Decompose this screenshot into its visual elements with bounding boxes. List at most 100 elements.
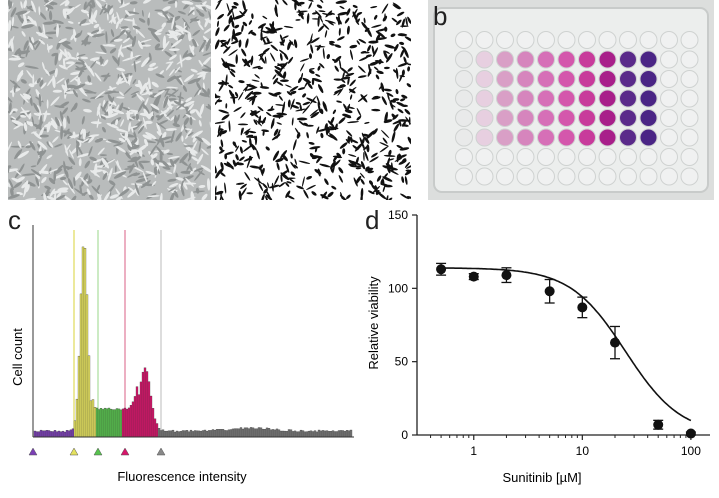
cell-mask-shape [277, 63, 285, 69]
cell-mask-shape [347, 67, 353, 72]
cell-shape [175, 76, 183, 86]
cell-shape [54, 173, 65, 179]
cell-shape [189, 44, 195, 56]
cell-mask-shape [316, 44, 321, 51]
well [578, 70, 596, 88]
cell-shape [187, 9, 195, 16]
cell-shape [39, 149, 47, 158]
cell-shape [119, 29, 126, 36]
cell-mask-shape [225, 103, 228, 109]
cell-shape [23, 10, 31, 16]
cell-mask-shape [298, 120, 305, 126]
cell-shape [123, 18, 135, 22]
cell-mask-shape [328, 40, 335, 44]
cell-mask-shape [332, 109, 336, 115]
cell-mask-shape [389, 100, 394, 110]
cell-shape [124, 150, 131, 159]
cell-mask-shape [215, 27, 220, 37]
cell-mask-shape [342, 113, 352, 119]
cell-mask-shape [349, 94, 353, 100]
cell-mask-shape [350, 49, 353, 61]
cell-shape [87, 32, 95, 37]
histogram-bar [293, 430, 297, 438]
cell-shape [201, 193, 208, 200]
cell-shape [80, 9, 89, 14]
cell-shape [196, 153, 204, 165]
well [475, 50, 494, 69]
cell-mask-shape [244, 90, 254, 100]
cell-shape [98, 26, 102, 36]
cell-shape [39, 134, 49, 138]
cell-mask-shape [360, 178, 365, 185]
cell-shape [21, 31, 26, 37]
cell-mask-shape [367, 68, 372, 77]
cell-mask-shape [356, 115, 362, 121]
cell-mask-shape [404, 176, 408, 185]
cell-shape [149, 62, 157, 67]
cell-mask-shape [253, 177, 263, 185]
histogram-bar [349, 429, 353, 438]
cell-shape [99, 105, 109, 116]
cell-mask-shape [243, 156, 254, 162]
cell-shape [158, 108, 170, 117]
cell-mask-shape [251, 79, 260, 82]
histogram-bar [131, 401, 135, 438]
cell-mask-shape [311, 78, 315, 86]
histogram-bar [37, 431, 41, 438]
cell-shape [173, 164, 177, 174]
cell-mask-shape [395, 67, 399, 79]
well [639, 70, 658, 88]
cell-shape [168, 12, 176, 18]
cell-mask-shape [223, 46, 231, 54]
cell-shape [207, 103, 211, 111]
cell-mask-shape [296, 10, 308, 13]
cell-mask-shape [240, 187, 247, 197]
cell-mask-shape [349, 136, 353, 143]
cell-shape [46, 121, 51, 133]
well [537, 70, 555, 88]
cell-shape [26, 120, 34, 127]
well [578, 148, 596, 166]
cell-shape [95, 51, 107, 55]
cell-mask-shape [316, 4, 323, 9]
cell-shape [94, 163, 98, 176]
histogram-bar [269, 429, 273, 438]
cell-shape [140, 180, 151, 189]
histogram-bar [325, 430, 329, 438]
cell-shape [179, 91, 182, 101]
cell-shape [30, 165, 37, 168]
cell-shape [42, 23, 46, 37]
histogram-bar [241, 428, 245, 438]
cell-mask-shape [241, 140, 247, 143]
cell-shape [147, 17, 150, 26]
histogram-bar [347, 430, 351, 438]
cell-shape [142, 116, 147, 130]
histogram-bar [121, 408, 125, 438]
cell-shape [117, 44, 122, 58]
cell-shape [162, 0, 169, 2]
cell-shape [78, 158, 82, 167]
cell-shape [147, 67, 154, 71]
cell-shape [72, 3, 81, 10]
cell-shape [8, 94, 13, 103]
histogram-bar [33, 430, 37, 438]
cell-mask-shape [341, 76, 351, 80]
cell-shape [155, 115, 162, 119]
cell-mask-shape [218, 149, 225, 154]
cell-mask-shape [294, 127, 301, 137]
cell-mask-shape [392, 4, 401, 10]
cell-shape [109, 47, 117, 54]
cell-shape [137, 125, 145, 134]
cell-shape [102, 100, 109, 112]
histogram-bar [261, 428, 265, 438]
cell-shape [138, 79, 143, 91]
cell-shape [112, 170, 126, 175]
cell-shape [191, 0, 203, 3]
cell-mask-shape [257, 106, 264, 112]
cell-mask-shape [400, 98, 406, 102]
well [660, 89, 678, 108]
histogram-bar [295, 431, 299, 438]
cell-mask-shape [217, 132, 221, 138]
cell-mask-shape [224, 151, 234, 156]
cell-shape [79, 30, 83, 36]
